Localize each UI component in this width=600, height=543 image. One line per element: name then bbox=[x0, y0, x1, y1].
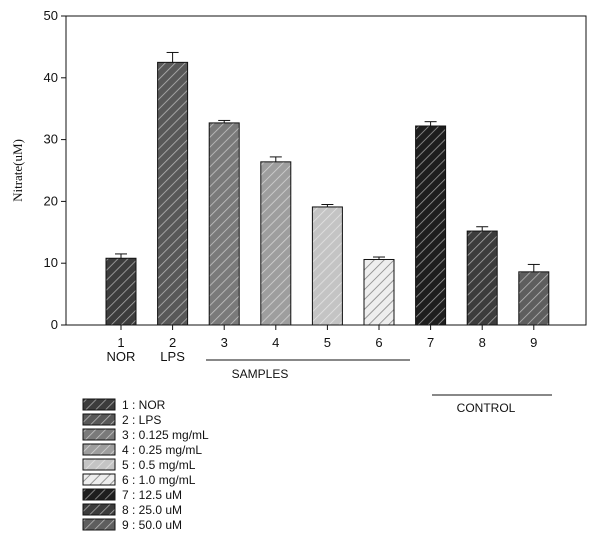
control-label: CONTROL bbox=[457, 401, 516, 415]
samples-label: SAMPLES bbox=[232, 367, 289, 381]
bar-1 bbox=[106, 258, 136, 325]
legend-label-3: 3 : 0.125 mg/mL bbox=[122, 428, 209, 442]
y-tick-label: 30 bbox=[44, 132, 58, 147]
x-tick-sublabel: LPS bbox=[160, 349, 185, 364]
legend-label-2: 2 : LPS bbox=[122, 413, 161, 427]
x-tick-label: 4 bbox=[272, 335, 279, 350]
legend-swatch-1 bbox=[83, 399, 115, 410]
y-tick-label: 40 bbox=[44, 70, 58, 85]
x-tick-label: 5 bbox=[324, 335, 331, 350]
legend-swatch-6 bbox=[83, 474, 115, 485]
bar-8 bbox=[467, 231, 497, 325]
y-tick-label: 10 bbox=[44, 255, 58, 270]
legend-swatch-2 bbox=[83, 414, 115, 425]
bar-5 bbox=[312, 207, 342, 325]
legend-swatch-4 bbox=[83, 444, 115, 455]
y-tick-label: 20 bbox=[44, 193, 58, 208]
axes: 0 10 20 30 40 50 Nitrate(uM) bbox=[10, 8, 586, 332]
legend-label-9: 9 : 50.0 uM bbox=[122, 518, 182, 532]
legend-label-8: 8 : 25.0 uM bbox=[122, 503, 182, 517]
legend-label-5: 5 : 0.5 mg/mL bbox=[122, 458, 196, 472]
legend: 1 : NOR2 : LPS3 : 0.125 mg/mL4 : 0.25 mg… bbox=[83, 398, 209, 532]
legend-label-6: 6 : 1.0 mg/mL bbox=[122, 473, 196, 487]
y-tick-label: 50 bbox=[44, 8, 58, 23]
legend-swatch-5 bbox=[83, 459, 115, 470]
x-tick-sublabel: NOR bbox=[107, 349, 136, 364]
bar-9 bbox=[519, 272, 549, 325]
bar-3 bbox=[209, 123, 239, 325]
x-tick-label: 6 bbox=[375, 335, 382, 350]
legend-swatch-9 bbox=[83, 519, 115, 530]
bar-4 bbox=[261, 162, 291, 325]
x-tick-labels: 1NOR 2LPS 3 4 5 6 7 8 9 bbox=[107, 325, 538, 364]
x-tick-label: 8 bbox=[479, 335, 486, 350]
group-labels: SAMPLES CONTROL bbox=[206, 360, 552, 415]
x-tick-label: 7 bbox=[427, 335, 434, 350]
bar-6 bbox=[364, 259, 394, 325]
bars bbox=[106, 52, 549, 325]
legend-label-7: 7 : 12.5 uM bbox=[122, 488, 182, 502]
legend-label-4: 4 : 0.25 mg/mL bbox=[122, 443, 202, 457]
y-tick-label: 0 bbox=[51, 317, 58, 332]
legend-label-1: 1 : NOR bbox=[122, 398, 166, 412]
x-tick-label: 2 bbox=[169, 335, 176, 350]
y-axis-label: Nitrate(uM) bbox=[10, 139, 25, 202]
bar-2 bbox=[158, 62, 188, 325]
bar-7 bbox=[416, 126, 446, 325]
legend-swatch-3 bbox=[83, 429, 115, 440]
legend-swatch-7 bbox=[83, 489, 115, 500]
x-tick-label: 1 bbox=[117, 335, 124, 350]
x-tick-label: 9 bbox=[530, 335, 537, 350]
legend-swatch-8 bbox=[83, 504, 115, 515]
x-tick-label: 3 bbox=[221, 335, 228, 350]
